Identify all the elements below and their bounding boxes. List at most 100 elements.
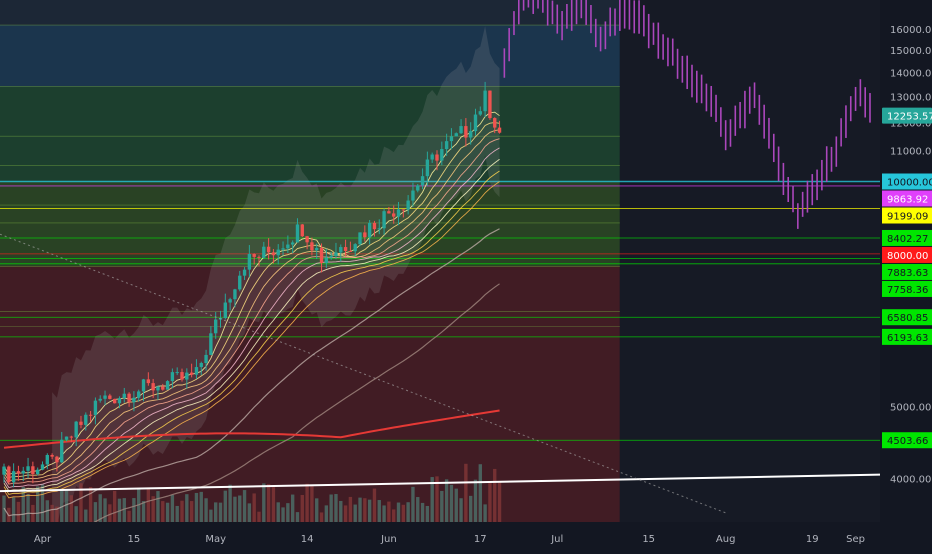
volume-bar (26, 493, 30, 522)
volume-bar (387, 501, 391, 522)
price-tag-box (882, 432, 932, 449)
volume-bar (401, 504, 406, 522)
price-tag-box (882, 173, 932, 190)
volume-bar (319, 512, 324, 522)
volume-bar (175, 505, 179, 522)
volume-bar (132, 498, 136, 522)
candle-body (228, 299, 232, 303)
candle-body (233, 289, 237, 300)
candle-body (74, 421, 78, 438)
price-tags: 10000.00 9863.92 9199.09 8402.27 8000.00 7883… (882, 107, 932, 449)
candle-body (478, 111, 482, 115)
candle-body (141, 379, 146, 392)
volume-bar (281, 507, 285, 522)
volume-bar (377, 500, 381, 522)
candle-body (464, 126, 468, 138)
volume-bar (180, 500, 184, 522)
volume-bar (382, 505, 386, 522)
fib-zone-1 (0, 25, 620, 87)
candle-body (483, 90, 487, 112)
volume-bar (459, 498, 463, 522)
volume-bar (276, 502, 280, 522)
candle-body (392, 213, 396, 217)
volume-bar (40, 483, 45, 522)
candle-body (459, 126, 463, 134)
candle-body (88, 414, 93, 416)
volume-bar (290, 494, 295, 522)
fib-zone-3 (0, 181, 620, 267)
candle-body (194, 367, 199, 375)
candle-body (286, 244, 290, 249)
volume-bar (435, 476, 439, 522)
volume-bars (2, 463, 502, 522)
candle-body (35, 469, 40, 475)
price-tag-label: 9199.09 (887, 212, 928, 223)
volume-bar (60, 488, 64, 522)
y-tick-label: 15000.00 (890, 46, 932, 57)
future-region (619, 0, 880, 522)
volume-bar (170, 494, 175, 522)
candle-body (295, 224, 300, 243)
candle-body (21, 470, 25, 474)
volume-bar (50, 504, 54, 522)
candle-body (238, 275, 242, 290)
candles (2, 81, 502, 488)
candle-body (204, 354, 208, 364)
y-tick-label: 4000.00 (890, 475, 931, 486)
candle-body (420, 176, 425, 186)
candle-body (64, 436, 69, 440)
x-tick-label: 15 (642, 534, 655, 545)
bollinger-bands (52, 26, 500, 527)
candle-body (343, 247, 348, 251)
x-tick-label: May (205, 534, 226, 545)
y-tick-label: 13000.00 (890, 92, 932, 103)
volume-bar (286, 503, 290, 522)
y-tick-label: 14000.00 (890, 68, 932, 79)
candle-body (382, 211, 386, 229)
y-tick-label: 5000.00 (890, 402, 931, 413)
volume-bar (257, 511, 261, 522)
axis-panel-bottom (0, 522, 932, 550)
candle-body (146, 379, 151, 384)
candle-body (137, 391, 141, 398)
volume-bar (238, 495, 242, 522)
candle-body (175, 372, 179, 374)
candle-body (247, 254, 252, 270)
volume-bar (108, 504, 112, 522)
candle-body (156, 386, 160, 391)
time-axis[interactable]: Apr 15 May 14 Jun 17 Jul 15 Aug 19 Sep (0, 522, 932, 550)
volume-bar (223, 490, 227, 522)
volume-bar (343, 505, 348, 522)
volume-bar (165, 502, 170, 522)
volume-bar (122, 498, 126, 522)
candle-body (55, 456, 59, 463)
candle-body (449, 136, 454, 142)
volume-bar (329, 494, 333, 522)
candle-body (425, 159, 430, 177)
volume-bar (262, 483, 266, 522)
fib-zone-0 (0, 0, 620, 26)
y-tick-label: 11000.00 (890, 147, 932, 158)
volume-bar (93, 502, 98, 522)
volume-bar (425, 505, 430, 522)
candle-body (401, 209, 406, 211)
candle-body (50, 454, 54, 457)
volume-bar (74, 506, 78, 522)
candle-body (387, 211, 391, 214)
volume-bar (478, 464, 482, 522)
future-shade (619, 0, 880, 522)
price-tag-label: 8000.00 (887, 251, 928, 262)
candle-body (290, 242, 295, 245)
volume-bar (64, 489, 69, 522)
volume-bar (334, 494, 338, 522)
candle-body (358, 232, 362, 245)
volume-bar (324, 505, 329, 522)
support-trendline (0, 473, 881, 493)
volume-bar (497, 480, 502, 522)
volume-bar (218, 502, 223, 522)
volume-bar (266, 484, 271, 522)
candle-body (45, 454, 49, 465)
volume-bar (315, 498, 319, 522)
